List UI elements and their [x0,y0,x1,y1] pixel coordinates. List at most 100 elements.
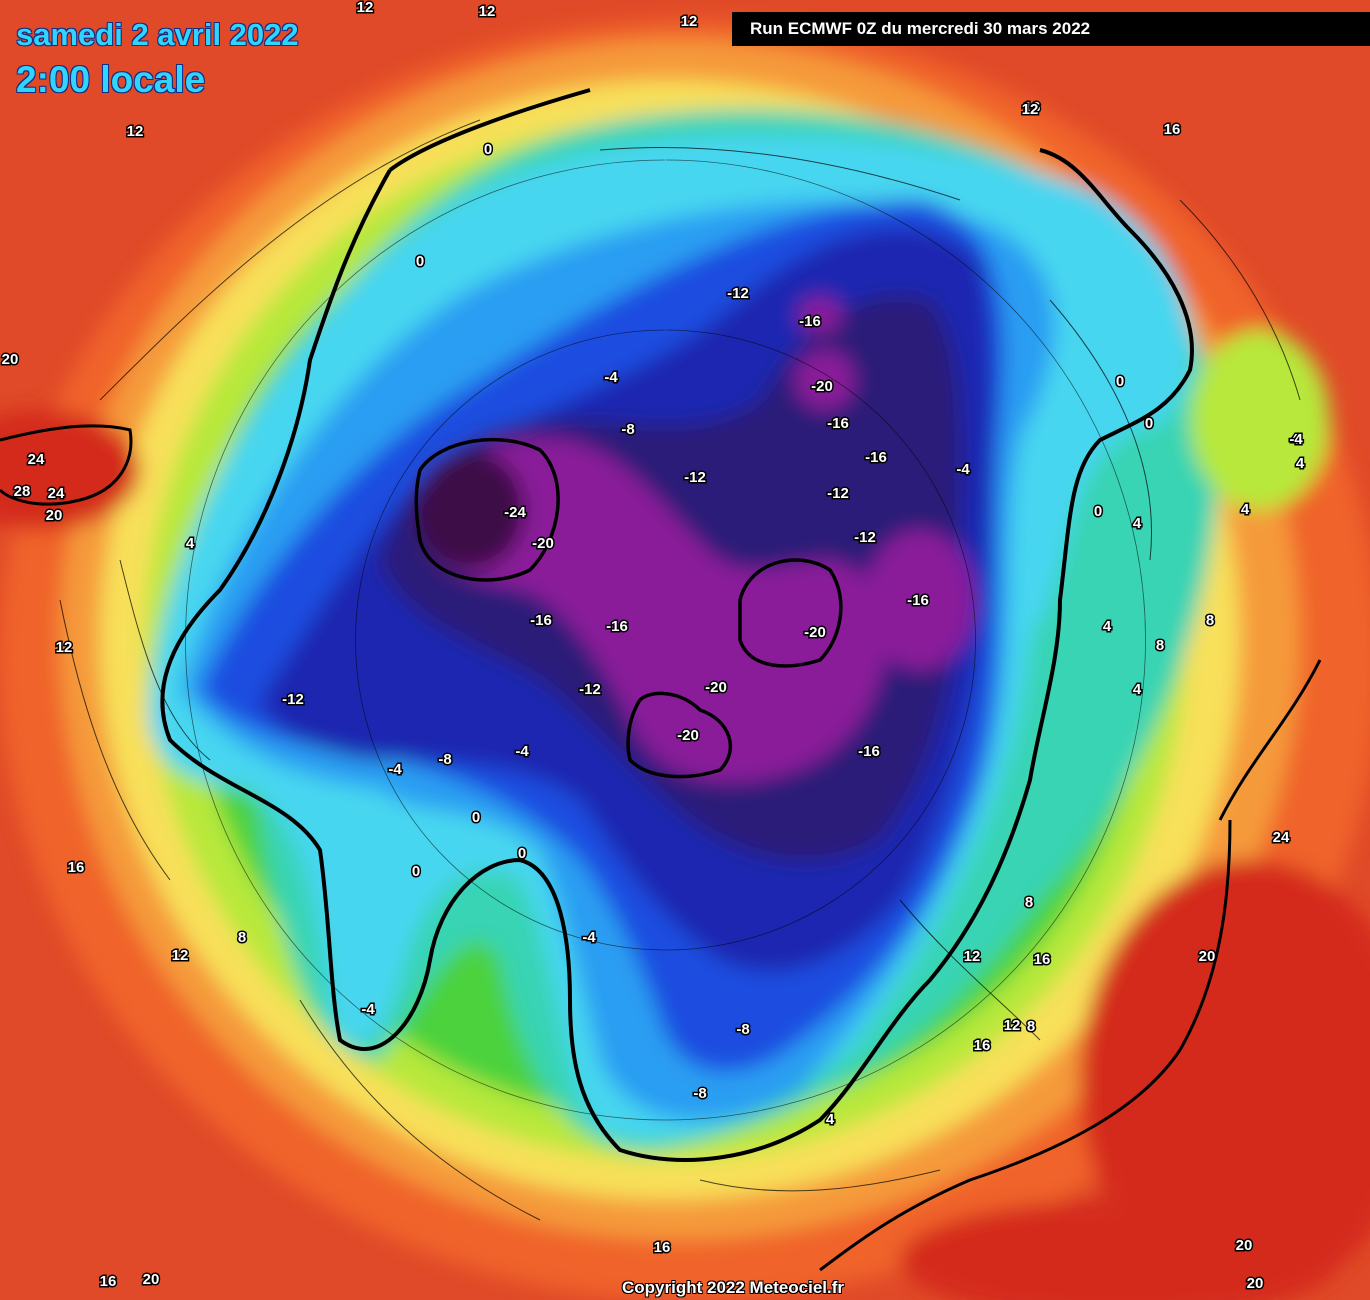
contour-label: 20 [143,1271,160,1288]
contour-label: 0 [518,845,526,862]
contour-label: 20 [1199,948,1216,965]
contour-label: -4 [388,761,402,778]
contour-label: -12 [684,469,706,486]
contour-label: 0 [416,253,424,270]
plus-24-contour-southeast [819,659,1322,1272]
contour-label: -12 [854,529,876,546]
contour-label: -4 [515,743,529,760]
contour-label: 24 [48,485,65,502]
contour-label: 0 [1145,415,1153,432]
contour-label: -24 [504,504,526,521]
purple-core-east [865,530,975,670]
coastline-arc-2 [59,199,1301,1221]
purple-spot-north [795,350,855,410]
dark-purple-core [415,450,525,570]
contour-label: 12 [1004,1017,1021,1034]
minus-20-contour-east [738,558,843,668]
purple-zone [420,438,888,783]
contour-label: 4 [826,1111,835,1128]
zero-isotherm [160,88,1194,1162]
contour-label: 24 [1273,829,1290,846]
contour-label: -20 [705,679,727,696]
contour-label: 4 [1133,681,1142,698]
contour-label: -4 [582,929,596,946]
contour-label: 16 [1164,121,1181,138]
contour-label: -12 [827,485,849,502]
contour-label: 28 [14,483,31,500]
isotherm-contours [0,88,1322,1272]
contour-label: 16 [68,859,85,876]
contour-label: -16 [799,313,821,330]
lime-warm-patch-east [1190,330,1330,510]
contour-label: -16 [606,618,628,635]
contour-label: 4 [186,535,195,552]
contour-label: 4 [1291,431,1300,448]
contour-label: 20 [2,351,19,368]
contour-label: 20 [1247,1275,1264,1292]
contour-label: 8 [238,929,246,946]
contour-label: 12 [127,123,144,140]
coastline-arc-1 [99,119,1153,1041]
contour-label: -4 [604,369,618,386]
contour-label: -8 [438,751,451,768]
contour-label: 0 [412,863,420,880]
contour-label: 8 [1156,637,1164,654]
purple-spot-north-2 [798,297,842,333]
contour-label: -16 [530,612,552,629]
hot-zone-southeast [1080,860,1370,1300]
contour-label: 4 [1296,455,1305,472]
contour-label: 20 [1236,1237,1253,1254]
contour-label: 0 [484,141,492,158]
contour-label: -4 [604,369,618,386]
contour-label: -20 [532,535,554,552]
contour-label: 16 [1034,951,1051,968]
contour-label: -4 [361,1001,375,1018]
contour-label: 24 [28,451,45,468]
contour-label: -16 [907,592,929,609]
contour-label: -8 [693,1085,706,1102]
contour-label: 12 [357,0,374,16]
contour-label: -20 [811,378,833,395]
contour-label: 0 [472,809,480,826]
contour-label: 16 [974,1037,991,1054]
contour-label: 12 [479,3,496,20]
contour-label: 0 [416,253,424,270]
contour-label: 12 [964,948,981,965]
minus-24-contour [414,437,560,582]
contour-label: -16 [858,743,880,760]
contour-label: 8 [1206,612,1214,629]
contour-label: -8 [621,421,634,438]
contour-label: -12 [282,691,304,708]
contour-label: 12 [681,13,698,30]
contour-label: -20 [804,624,826,641]
contour-label: 16 [100,1273,117,1290]
contour-label: 0 [1094,503,1102,520]
contour-label: 16 [654,1239,671,1256]
plus-24-contour-west [0,424,133,506]
contour-label: -12 [727,285,749,302]
contour-label: -12 [579,681,601,698]
contour-label: 0 [1116,373,1124,390]
contour-label: -8 [736,1021,749,1038]
contour-label: 4 [1241,501,1250,518]
contour-label: 12 [1022,101,1039,118]
hot-zone-south [900,1200,1340,1300]
contour-label: 4 [1103,618,1112,635]
hot-zone-west [0,410,140,530]
contour-label: -16 [827,415,849,432]
contour-label: 16 [1024,99,1041,116]
contour-label: -4 [1289,431,1303,448]
minus-20-contour-south [626,691,732,779]
contour-label: -16 [865,449,887,466]
contour-label: 8 [1027,1018,1035,1035]
contour-label: 12 [56,639,73,656]
contour-label: 0 [1145,415,1153,432]
contour-label: 20 [46,507,63,524]
contour-label: 8 [1025,894,1033,911]
contour-label: 4 [1133,515,1142,532]
contour-label: 12 [172,947,189,964]
contour-label: -4 [956,461,970,478]
graticule-circle [185,159,1146,1121]
